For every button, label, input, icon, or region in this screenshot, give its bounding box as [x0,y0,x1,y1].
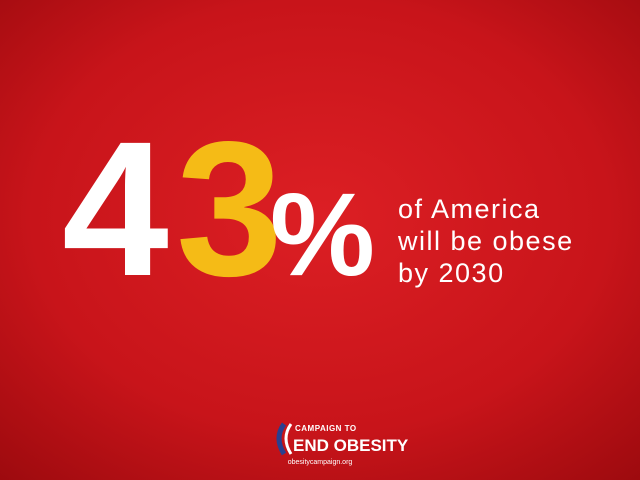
logo: CAMPAIGN TO END OBESITY obesitycampaign.… [276,422,409,466]
logo-icon-blue [276,422,287,456]
statement-line: by 2030 [398,258,505,288]
headline-digit-arches: 3 [176,101,283,316]
logo-url: obesitycampaign.org [288,459,353,466]
logo-line1: CAMPAIGN TO [295,424,357,433]
headline-digit: 4 [62,101,169,316]
logo-icon-white [284,423,293,455]
statement-line: of America [398,194,541,224]
statement-line: will be obese [397,226,574,256]
statement: of America will be obese by 2030 [397,194,574,288]
headline-percent: % [270,169,375,301]
logo-line2: END OBESITY [293,436,409,455]
